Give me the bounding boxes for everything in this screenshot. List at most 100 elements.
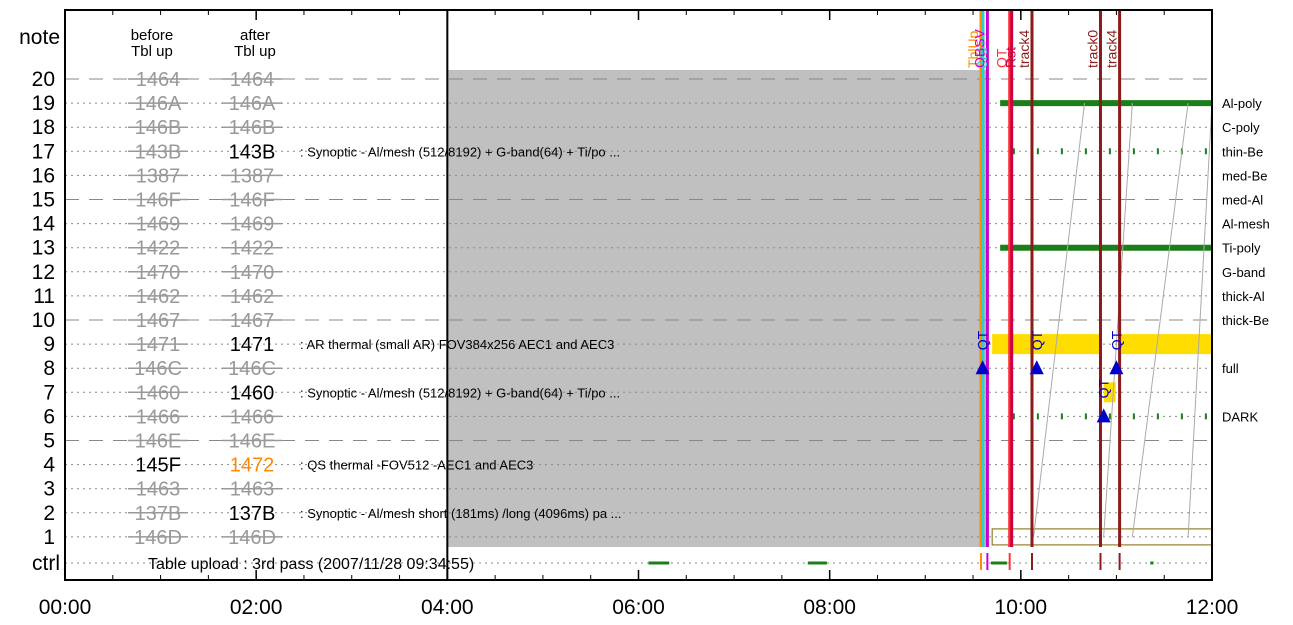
row-number: 20 <box>32 68 55 91</box>
program-description: : Synoptic - Al/mesh short (181ms) /long… <box>300 506 622 521</box>
before-table-id: 1471 <box>136 334 181 356</box>
after-table-id: 1460 <box>230 382 275 404</box>
filter-label: thick-Al <box>1222 289 1265 304</box>
row-number: 13 <box>32 237 55 260</box>
row-number: 17 <box>32 140 55 163</box>
row-number: 8 <box>43 357 55 380</box>
pre-upload-shade <box>447 70 989 547</box>
before-header: before <box>131 27 174 44</box>
filter-label: thick-Be <box>1222 313 1269 328</box>
after-table-id: 146E <box>229 431 276 453</box>
before-table-id: 1387 <box>136 165 181 187</box>
ctrl-header: ctrl <box>32 552 60 575</box>
note-header: note <box>19 26 60 49</box>
obs-band <box>1121 334 1212 355</box>
program-description: : Synoptic - Al/mesh (512/8192) + G-band… <box>300 385 620 400</box>
row-number: 4 <box>43 454 55 477</box>
after-table-id: 146D <box>228 527 276 549</box>
x-tick-label: 04:00 <box>421 596 474 619</box>
before-table-id: 1460 <box>136 382 181 404</box>
row-number: 14 <box>32 213 56 236</box>
after-table-id: 1470 <box>230 262 275 284</box>
sequence-line <box>1103 103 1133 537</box>
x-tick-label: 10:00 <box>995 596 1048 619</box>
qt-label: QT <box>1096 379 1112 399</box>
sequence-line <box>1131 103 1189 537</box>
qt-label: QT <box>1108 330 1124 350</box>
row-number: 9 <box>43 333 55 356</box>
x-tick-label: 06:00 <box>612 596 665 619</box>
event-marker-label: Rst <box>1003 47 1019 68</box>
filter-label: C-poly <box>1222 120 1260 135</box>
row-number: 3 <box>43 478 55 501</box>
before-table-id: 1462 <box>136 286 181 308</box>
row-number: 1 <box>43 526 55 549</box>
x-tick-label: 00:00 <box>39 596 92 619</box>
x-tick-label: 08:00 <box>803 596 856 619</box>
before-table-id: 1470 <box>136 262 181 284</box>
after-table-id: 1472 <box>230 455 275 477</box>
filter-label: Ti-poly <box>1222 241 1261 256</box>
filter-label: Al-poly <box>1222 96 1262 111</box>
after-table-id: 1463 <box>230 479 275 501</box>
qt-marker <box>1029 360 1044 375</box>
after-table-id: 1471 <box>230 334 275 356</box>
event-marker-label: track4 <box>1104 30 1120 68</box>
before-table-id: 137B <box>135 503 182 525</box>
row-number: 18 <box>32 116 55 139</box>
after-table-id: 1387 <box>230 165 275 187</box>
before-table-id: 1464 <box>136 69 181 91</box>
program-description: : QS thermal -FOV512 -AEC1 and AEC3 <box>300 458 533 473</box>
after-table-id: 1422 <box>230 238 275 260</box>
before-table-id: 146D <box>134 527 182 549</box>
filter-label: med-Al <box>1222 193 1263 208</box>
ctrl-text: Table upload : 3rd pass (2007/11/28 09:3… <box>148 556 474 573</box>
x-tick-label: 02:00 <box>230 596 283 619</box>
after-header: after <box>240 27 270 44</box>
after-table-id: 1462 <box>230 286 275 308</box>
after-table-id: 146A <box>229 93 276 115</box>
qt-label: QT <box>975 330 991 350</box>
after-table-id: 146C <box>228 358 276 380</box>
sequence-line <box>1033 103 1086 537</box>
qt-marker <box>975 360 990 375</box>
row-number: 16 <box>32 164 55 187</box>
before-table-id: 146A <box>135 93 182 115</box>
before-table-id: 1467 <box>136 310 181 332</box>
row-number: 15 <box>32 189 55 212</box>
after-table-id: 146B <box>229 117 276 139</box>
row-number: 12 <box>32 261 55 284</box>
after-table-id: 1464 <box>230 69 275 91</box>
filter-label: Al-mesh <box>1222 217 1270 232</box>
before-table-id: 143B <box>135 141 182 163</box>
before-table-id: 146C <box>134 358 182 380</box>
qt-label: QT <box>1029 330 1045 350</box>
before-table-id: 145F <box>135 455 181 477</box>
obs-band <box>992 334 1101 355</box>
event-marker-label: QT <box>994 48 1010 68</box>
event-marker-label: OBSV <box>971 28 987 68</box>
program-description: : AR thermal (small AR) FOV384x256 AEC1 … <box>300 337 614 352</box>
row-number: 10 <box>32 309 55 332</box>
after-table-id: 1467 <box>230 310 275 332</box>
qt-marker <box>1109 360 1124 375</box>
qt-marker <box>1096 408 1111 423</box>
plot-frame <box>64 9 1213 581</box>
row-number: 19 <box>32 92 55 115</box>
filter-label: G-band <box>1222 265 1265 280</box>
before-table-id: 1422 <box>136 238 181 260</box>
row-number: 7 <box>43 381 55 404</box>
filter-label: thin-Be <box>1222 144 1263 159</box>
filter-label: med-Be <box>1222 168 1268 183</box>
before-table-id: 146E <box>135 431 182 453</box>
after-header-sub: Tbl up <box>234 43 276 60</box>
sequence-line <box>1187 103 1213 537</box>
event-marker-label: track0 <box>1084 30 1100 68</box>
before-table-id: 1466 <box>136 406 181 428</box>
program-description: : Synoptic - Al/mesh (512/8192) + G-band… <box>300 144 620 159</box>
before-header-sub: Tbl up <box>131 43 173 60</box>
before-table-id: 146B <box>135 117 182 139</box>
after-table-id: 1469 <box>230 214 275 236</box>
x-tick-label: 12:00 <box>1186 596 1239 619</box>
